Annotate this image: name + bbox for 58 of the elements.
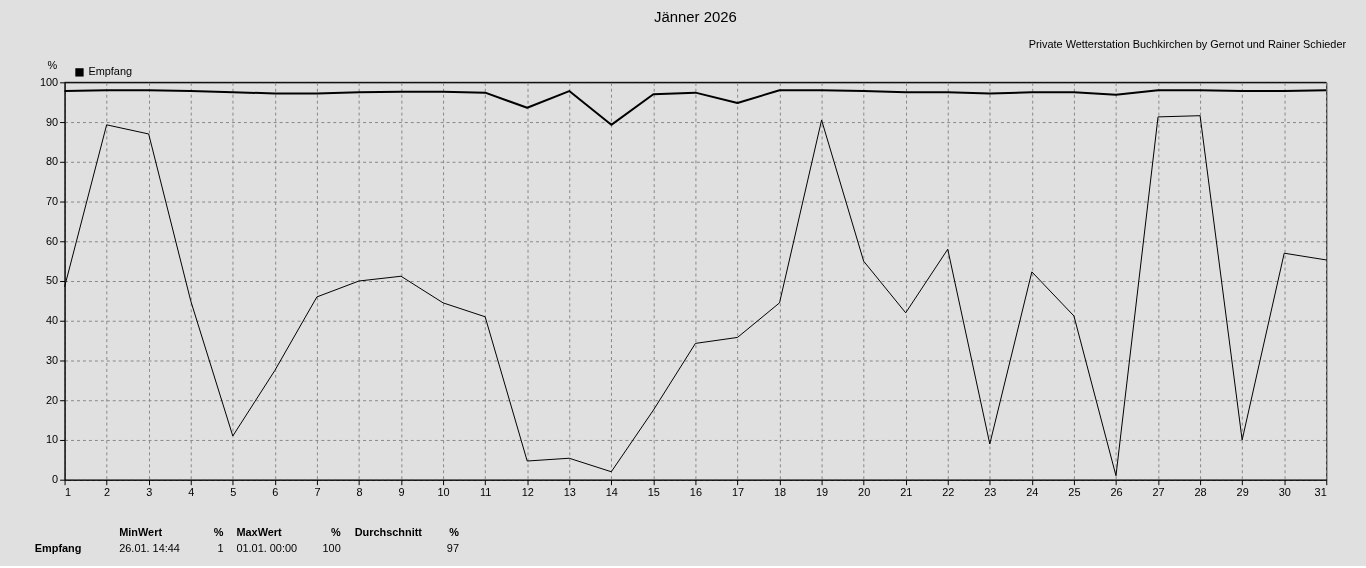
x-tick-label: 3 xyxy=(146,486,153,499)
text: Private Wetterstation Buchkirchen by Gernot und Rainer Schieder xyxy=(1028,37,1347,50)
x-tick-label: 24 xyxy=(1026,486,1039,499)
x-tick-label: 1 xyxy=(65,486,72,499)
x-tick-label: 25 xyxy=(1068,486,1081,499)
legend-label: Empfang xyxy=(88,65,133,78)
text: % xyxy=(331,526,342,539)
text: 97 xyxy=(446,542,459,555)
x-tick-label: 18 xyxy=(773,486,787,499)
x-tick-label: 13 xyxy=(563,486,576,499)
text: % xyxy=(213,526,224,539)
text: 01.01. 00:00 xyxy=(236,542,298,555)
x-tick-label: 7 xyxy=(314,486,321,499)
text: Durchschnitt xyxy=(354,526,423,539)
x-tick-label: 28 xyxy=(1194,486,1207,499)
y-tick-label: 80 xyxy=(45,155,59,168)
x-tick-label: 26 xyxy=(1110,486,1123,499)
text: 26.01. 14:44 xyxy=(119,542,180,555)
y-tick-label: 70 xyxy=(45,195,59,208)
x-tick-label: 6 xyxy=(272,486,279,499)
text: 1 xyxy=(217,542,224,555)
y-tick-label: 10 xyxy=(45,433,59,446)
x-tick-label: 30 xyxy=(1278,486,1291,499)
x-tick-label: 10 xyxy=(437,486,450,499)
y-tick-label: 0 xyxy=(52,473,59,486)
y-tick-label: 40 xyxy=(45,314,59,327)
x-tick-label: 20 xyxy=(858,486,871,499)
x-tick-label: 15 xyxy=(647,486,660,499)
x-tick-label: 14 xyxy=(605,486,618,499)
x-tick-label: 23 xyxy=(984,486,997,499)
text: % xyxy=(449,526,460,539)
text: Empfang xyxy=(34,542,82,555)
y-tick-label: 20 xyxy=(45,393,59,406)
y-tick-label: 30 xyxy=(45,353,59,366)
text: MaxWert xyxy=(236,526,283,539)
x-tick-label: 31 xyxy=(1314,486,1327,499)
x-tick-label: 27 xyxy=(1152,486,1165,499)
text: 100 xyxy=(322,542,341,555)
text: MinWert xyxy=(119,526,163,539)
chart-title: Jänner 2026 xyxy=(654,8,737,25)
x-tick-label: 16 xyxy=(689,486,702,499)
x-tick-label: 9 xyxy=(398,486,405,499)
x-tick-label: 22 xyxy=(942,486,955,499)
x-tick-label: 8 xyxy=(356,486,363,499)
x-tick-label: 29 xyxy=(1236,486,1249,499)
y-tick-label: 60 xyxy=(45,234,59,247)
x-tick-label: 11 xyxy=(479,486,492,499)
x-tick-label: 19 xyxy=(816,486,829,499)
y-tick-label: 90 xyxy=(45,115,59,128)
x-tick-label: 21 xyxy=(900,486,913,499)
x-tick-label: 5 xyxy=(230,486,237,499)
x-tick-label: 2 xyxy=(104,486,111,499)
y-tick-label: 100 xyxy=(39,75,59,88)
y-axis-title: % xyxy=(47,58,58,71)
x-tick-label: 17 xyxy=(731,486,745,499)
x-tick-label: 4 xyxy=(188,486,195,499)
x-tick-label: 12 xyxy=(521,486,534,499)
y-tick-label: 50 xyxy=(45,274,59,287)
